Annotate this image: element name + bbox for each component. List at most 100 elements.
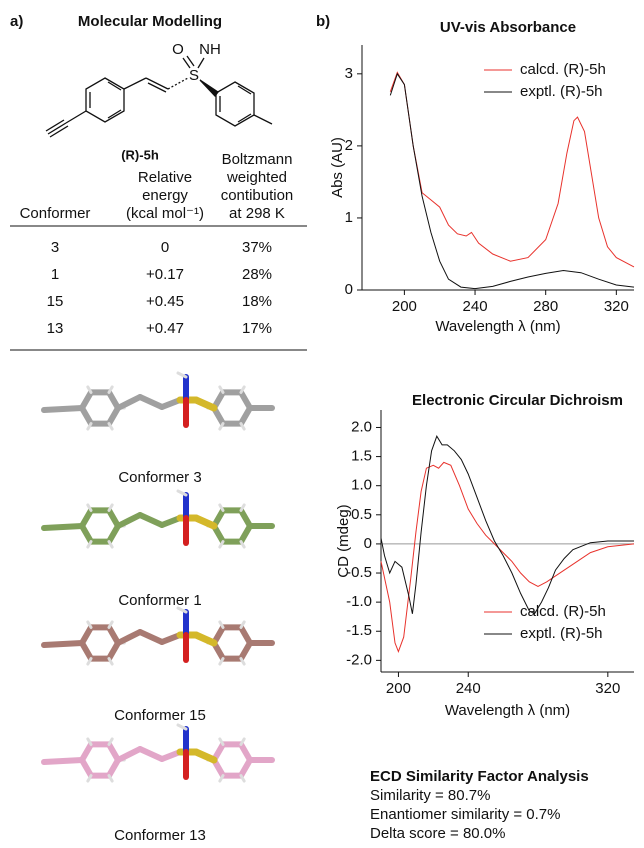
panel-label: b) [316,13,330,30]
conformer-caption: Conformer 1 [118,592,201,609]
table-cell: 17% [242,320,272,337]
table-cell: 37% [242,239,272,256]
legend-label: exptl. (R)-5h [520,625,603,642]
conformer-model [44,608,272,664]
table-header: contibution [221,187,294,204]
atom-label: O [172,41,184,58]
table: Conformer Relativeenergy(kcal mol⁻¹) Boltz… [10,151,307,350]
x-tick-label: 320 [604,298,629,315]
x-tick-label: 280 [533,298,558,315]
y-tick-label: -0.5 [346,564,372,581]
wedge [200,80,218,96]
stick [44,760,82,762]
series-line [390,74,634,289]
series-line [381,436,634,614]
table-cell: +0.47 [146,320,184,337]
x-tick-label: 240 [456,680,481,697]
stick [196,752,214,760]
x-axis-label: Wavelength λ (nm) [445,702,570,719]
stick [44,526,82,528]
table-cell: 3 [51,239,59,256]
y-tick-label: 2 [345,137,353,154]
y-tick-label: 1 [345,209,353,226]
y-tick-label: 3 [345,65,353,82]
table-cell: 1 [51,266,59,283]
conformer-model [44,491,272,547]
bond [254,115,272,124]
stick [196,518,214,526]
table-cell: 18% [242,293,272,310]
chart-title: Electronic Circular Dichroism [412,392,623,409]
atom-label: NH [199,41,221,58]
x-tick-label: 240 [463,298,488,315]
ring [216,82,254,126]
panel-title: Molecular Modelling [78,13,222,30]
stick [118,632,140,643]
ring [86,78,124,122]
charts: UV-vis Absorbance Wavelength λ (nm) Abs (A… [329,19,634,719]
bond [124,78,146,89]
x-tick-label: 200 [386,680,411,697]
stick [118,515,140,526]
y-tick-label: -2.0 [346,651,372,668]
table-header: Relative [138,169,192,186]
bond [66,111,86,123]
table-cell: 15 [47,293,64,310]
stick [44,408,82,410]
stick [178,725,186,729]
table-cell: +0.45 [146,293,184,310]
stick [140,632,162,642]
chart-title: UV-vis Absorbance [440,19,576,36]
table-cell: +0.17 [146,266,184,283]
table-header: energy [142,187,188,204]
conformer-caption: Conformer 13 [114,827,206,844]
similarity-line: Enantiomer similarity = 0.7% [370,806,561,823]
conformer-caption: Conformer 15 [114,707,206,724]
conformers: Conformer 3 Conformer 1 Conformer 15 Confor… [44,373,272,844]
stick [118,397,140,408]
y-axis-label: Abs (AU) [329,137,346,198]
x-axis-label: Wavelength λ (nm) [435,318,560,335]
table-header: Conformer [20,205,91,222]
similarity-line: Similarity = 80.7% [370,787,490,804]
molecule-skeleton [46,56,272,137]
stick [44,643,82,645]
figure: a) Molecular Modelling b) O NH S (R)-5h … [0,0,644,848]
stick [178,373,186,377]
bond [148,83,166,92]
table-cell: 13 [47,320,64,337]
stick [140,515,162,525]
y-tick-label: 0 [345,281,353,298]
conformer-model [44,373,272,429]
table-header: Boltzmann [222,151,293,168]
stick [140,397,162,407]
bond [168,78,188,89]
table-header: weighted [226,169,287,186]
legend-label: calcd. (R)-5h [520,603,606,620]
similarity-title: ECD Similarity Factor Analysis [370,768,589,785]
legend-label: calcd. (R)-5h [520,61,606,78]
table-header: at 298 K [229,205,285,222]
stick [178,491,186,495]
similarity-line: Delta score = 80.0% [370,825,506,842]
compound-label: (R)-5h [121,147,159,162]
table-header: (kcal mol⁻¹) [126,205,204,222]
stick [118,749,140,760]
conformer-model [44,725,272,781]
stick [196,635,214,643]
table-cell: 28% [242,266,272,283]
stick [140,749,162,759]
y-tick-label: 0 [364,535,372,552]
y-tick-label: 1.5 [351,448,372,465]
y-tick-label: -1.0 [346,593,372,610]
y-tick-label: 0.5 [351,506,372,523]
x-tick-label: 200 [392,298,417,315]
series-line [390,72,634,267]
conformer-caption: Conformer 3 [118,469,201,486]
panel-label: a) [10,13,23,30]
x-tick-label: 320 [595,680,620,697]
table-cell: 0 [161,239,169,256]
y-tick-label: 1.0 [351,477,372,494]
legend-label: exptl. (R)-5h [520,83,603,100]
y-tick-label: 2.0 [351,418,372,435]
